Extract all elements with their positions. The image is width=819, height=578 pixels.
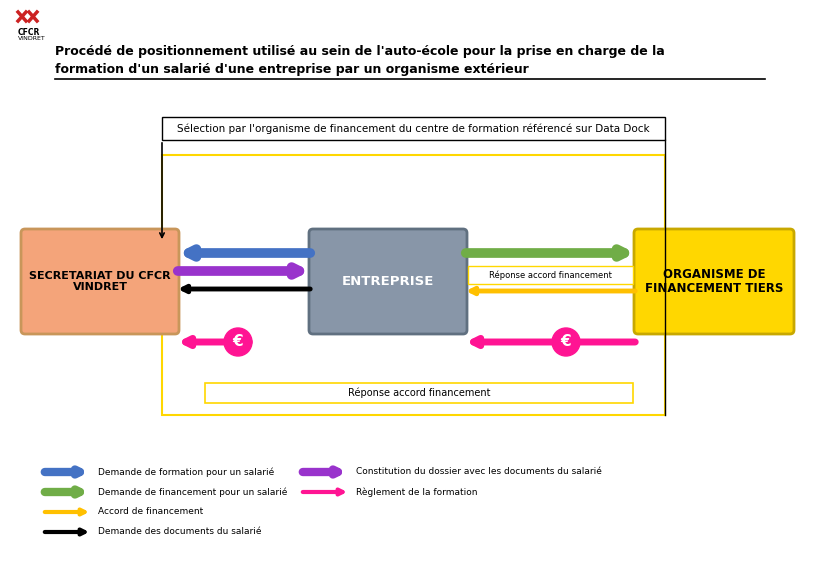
Text: Demande des documents du salarié: Demande des documents du salarié — [98, 528, 261, 536]
Text: ORGANISME DE
FINANCEMENT TIERS: ORGANISME DE FINANCEMENT TIERS — [644, 268, 782, 295]
Text: VINDRET: VINDRET — [18, 36, 46, 41]
FancyBboxPatch shape — [205, 383, 632, 403]
Text: €: € — [560, 335, 571, 350]
Text: Demande de financement pour un salarié: Demande de financement pour un salarié — [98, 487, 287, 497]
FancyBboxPatch shape — [468, 266, 632, 284]
FancyBboxPatch shape — [633, 229, 793, 334]
Text: ENTREPRISE: ENTREPRISE — [342, 275, 433, 288]
Text: Sélection par l'organisme de financement du centre de formation référencé sur Da: Sélection par l'organisme de financement… — [177, 123, 649, 134]
FancyBboxPatch shape — [309, 229, 467, 334]
FancyBboxPatch shape — [162, 117, 664, 140]
Text: Demande de formation pour un salarié: Demande de formation pour un salarié — [98, 467, 274, 477]
Text: Accord de financement: Accord de financement — [98, 507, 203, 517]
Text: Réponse accord financement: Réponse accord financement — [347, 388, 490, 398]
Text: Constitution du dossier avec les documents du salarié: Constitution du dossier avec les documen… — [355, 468, 601, 476]
Text: CFCR: CFCR — [18, 28, 40, 37]
Circle shape — [551, 328, 579, 356]
Text: €: € — [233, 335, 243, 350]
Text: Réponse accord financement: Réponse accord financement — [488, 271, 611, 280]
Text: SECRETARIAT DU CFCR
VINDRET: SECRETARIAT DU CFCR VINDRET — [29, 271, 170, 292]
Text: formation d'un salarié d'une entreprise par un organisme extérieur: formation d'un salarié d'une entreprise … — [55, 64, 528, 76]
Circle shape — [224, 328, 251, 356]
Text: Procédé de positionnement utilisé au sein de l'auto-école pour la prise en charg: Procédé de positionnement utilisé au sei… — [55, 46, 664, 58]
FancyBboxPatch shape — [21, 229, 179, 334]
Text: Règlement de la formation: Règlement de la formation — [355, 487, 477, 497]
